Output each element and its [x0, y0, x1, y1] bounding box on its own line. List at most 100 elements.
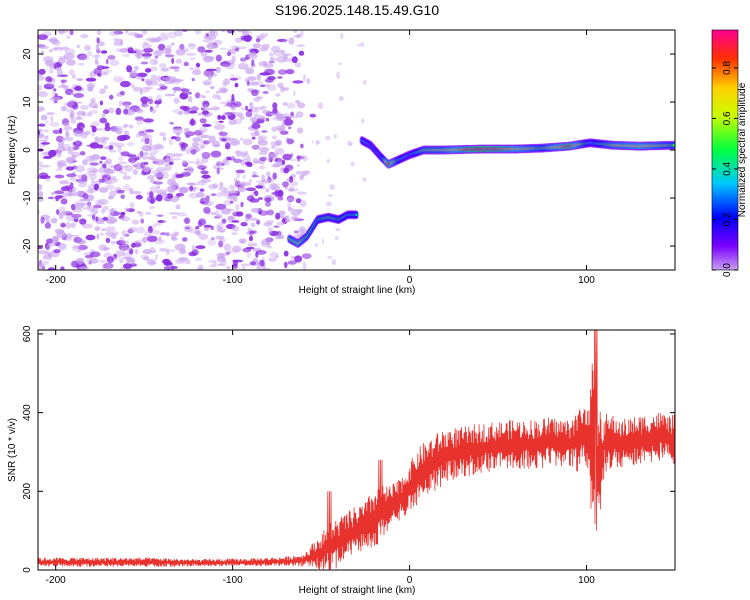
y-tick-label: 200	[22, 483, 33, 500]
noise-blob	[136, 211, 142, 214]
noise-blob	[179, 187, 186, 191]
noise-blob	[86, 112, 93, 117]
noise-blob	[262, 91, 269, 94]
noise-blob	[168, 137, 173, 146]
noise-blob	[38, 34, 48, 40]
noise-blob	[135, 133, 142, 138]
noise-blob	[300, 143, 304, 149]
noise-blob	[235, 203, 240, 211]
noise-blob	[74, 116, 84, 120]
noise-blob	[247, 109, 253, 112]
noise-blob	[82, 206, 87, 210]
noise-blob	[154, 100, 162, 105]
noise-blob	[38, 139, 49, 143]
noise-blob	[45, 120, 49, 124]
noise-blob	[245, 67, 255, 75]
noise-blob	[179, 105, 188, 110]
noise-blob	[219, 229, 224, 233]
noise-blob	[290, 180, 298, 187]
noise-blob	[38, 172, 49, 179]
noise-blob	[90, 178, 95, 184]
noise-blob	[53, 65, 57, 70]
noise-blob	[156, 94, 162, 103]
noise-blob	[143, 152, 149, 156]
noise-blob	[230, 73, 235, 79]
noise-blob	[261, 130, 268, 133]
snr-line	[38, 330, 675, 570]
noise-blob	[100, 209, 106, 214]
noise-blob	[239, 151, 248, 157]
noise-blob	[302, 261, 307, 270]
noise-blob	[360, 118, 365, 124]
noise-blob	[131, 160, 135, 165]
noise-blob	[56, 146, 67, 152]
noise-blob	[45, 177, 51, 182]
noise-blob	[159, 248, 168, 252]
noise-blob	[81, 174, 88, 182]
noise-blob	[73, 218, 79, 223]
noise-blob	[70, 92, 75, 96]
noise-blob	[207, 34, 217, 41]
noise-blob	[46, 238, 54, 244]
noise-blob	[124, 207, 130, 212]
noise-blob	[170, 157, 182, 161]
noise-blob	[231, 55, 236, 63]
noise-blob	[100, 50, 108, 54]
noise-blob	[105, 237, 111, 244]
noise-blob	[170, 136, 178, 140]
noise-blob	[120, 247, 132, 251]
noise-blob	[77, 244, 88, 251]
noise-blob	[283, 38, 288, 44]
noise-blob	[173, 69, 180, 72]
noise-blob	[40, 164, 51, 168]
noise-blob	[208, 184, 218, 190]
noise-blob	[123, 104, 130, 109]
noise-blob	[54, 235, 58, 243]
noise-blob	[218, 186, 228, 191]
noise-blob	[60, 266, 65, 270]
noise-blob	[171, 215, 178, 220]
noise-blob	[265, 118, 270, 122]
noise-blob	[181, 142, 188, 148]
noise-blob	[80, 104, 89, 110]
noise-blob	[281, 121, 286, 128]
noise-blob	[86, 188, 94, 194]
noise-blob	[261, 43, 270, 49]
noise-blob	[111, 175, 117, 181]
noise-blob	[52, 47, 59, 51]
noise-blob	[136, 118, 144, 125]
noise-blob	[64, 101, 75, 107]
noise-blob	[201, 167, 205, 171]
noise-blob	[63, 126, 73, 131]
noise-blob	[166, 44, 172, 49]
noise-blob	[222, 259, 227, 267]
noise-blob	[150, 74, 158, 82]
noise-blob	[271, 45, 281, 53]
noise-blob	[118, 156, 124, 161]
noise-blob	[105, 182, 114, 185]
noise-blob	[113, 163, 123, 172]
noise-blob	[256, 264, 262, 270]
noise-blob	[268, 227, 273, 234]
noise-blob	[283, 54, 289, 60]
noise-blob	[240, 57, 247, 62]
noise-blob	[257, 115, 265, 120]
noise-blob	[225, 65, 235, 70]
noise-blob	[70, 118, 77, 124]
noise-blob	[94, 136, 100, 144]
noise-blob	[167, 185, 176, 193]
noise-blob	[217, 114, 222, 120]
noise-blob	[86, 51, 93, 57]
y-tick-label: 0	[22, 147, 33, 153]
noise-blob	[75, 78, 83, 81]
noise-blob	[50, 217, 58, 224]
noise-blob	[176, 212, 187, 217]
noise-blob	[263, 222, 273, 227]
noise-blob	[270, 141, 281, 147]
noise-blob	[107, 234, 117, 238]
spectrogram-y-label: Frequency (Hz)	[7, 116, 18, 185]
noise-blob	[149, 186, 158, 193]
noise-blob	[113, 30, 124, 35]
noise-blob	[216, 160, 222, 166]
track-core	[672, 143, 675, 147]
